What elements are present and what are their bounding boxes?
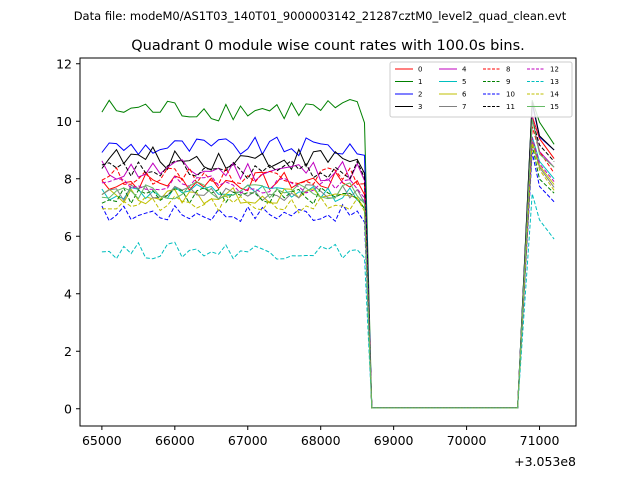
legend-label-13: 13 [550, 78, 559, 86]
plot-lines [101, 98, 555, 409]
series-line-2 [101, 103, 555, 409]
y-tick-label: 10 [56, 114, 72, 129]
legend-label-10: 10 [506, 91, 515, 99]
legend-label-7: 7 [462, 103, 466, 111]
legend-label-8: 8 [506, 66, 510, 74]
series-line-13 [101, 193, 555, 409]
x-tick-label: 70000 [447, 433, 487, 448]
legend-box [389, 61, 573, 118]
y-tick-label: 8 [64, 171, 72, 186]
y-tick-label: 2 [64, 344, 72, 359]
legend-label-6: 6 [462, 91, 467, 99]
legend-label-1: 1 [418, 78, 422, 86]
x-axis-ticks: 65000 66000 67000 68000 69000 70000 71000 [82, 426, 559, 448]
x-tick-label: 68000 [301, 433, 341, 448]
series-line-15 [101, 118, 555, 409]
y-tick-label: 12 [56, 56, 72, 71]
x-tick-label: 65000 [82, 433, 122, 448]
x-tick-label: 67000 [228, 433, 268, 448]
legend-label-3: 3 [418, 103, 422, 111]
series-line-8 [101, 126, 555, 409]
chart-title: Quadrant 0 module wise count rates with … [131, 38, 525, 54]
series-line-3 [101, 101, 555, 409]
legend-label-14: 14 [550, 91, 559, 99]
y-axis-ticks: 0 2 4 6 8 10 12 [56, 56, 80, 416]
y-tick-label: 0 [64, 401, 72, 416]
x-tick-label: 69000 [374, 433, 414, 448]
legend-label-5: 5 [462, 78, 466, 86]
series-line-9 [101, 144, 555, 409]
legend-label-12: 12 [550, 66, 559, 74]
legend-label-4: 4 [462, 66, 467, 74]
suptitle: Data file: modeM0/AS1T03_140T01_90000031… [74, 9, 567, 23]
y-tick-label: 6 [64, 229, 72, 244]
legend-label-11: 11 [506, 103, 515, 111]
x-axis-offset-label: +3.053e8 [514, 454, 576, 469]
series-line-11 [101, 119, 555, 409]
legend-label-2: 2 [418, 91, 422, 99]
series-line-7 [101, 142, 555, 409]
legend-label-9: 9 [506, 78, 510, 86]
y-tick-label: 4 [64, 286, 72, 301]
x-tick-label: 66000 [155, 433, 195, 448]
axes-frame [79, 57, 577, 427]
x-tick-label: 71000 [520, 433, 560, 448]
series-line-12 [101, 137, 555, 409]
legend-label-15: 15 [550, 103, 559, 111]
series-line-10 [101, 152, 555, 409]
series-line-1 [101, 98, 555, 409]
series-line-14 [101, 143, 555, 409]
legend-label-0: 0 [418, 66, 422, 74]
